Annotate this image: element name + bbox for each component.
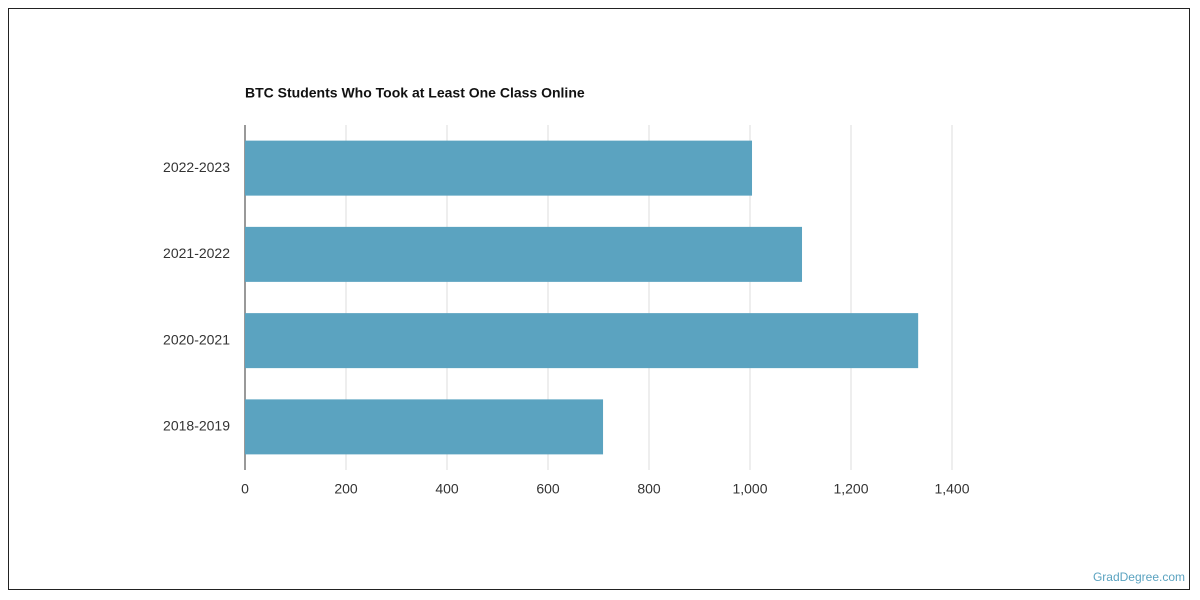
- frame: [8, 8, 1190, 590]
- x-tick-label: 200: [334, 481, 358, 497]
- source: GradDegree.com: [1093, 570, 1185, 584]
- bar: [245, 313, 919, 369]
- x-tick-label: 400: [435, 481, 459, 497]
- y-tick-label: 2018-2019: [163, 418, 230, 434]
- x-tick-label: 0: [241, 481, 249, 497]
- y-tick-label: 2021-2022: [163, 245, 230, 261]
- y-tick-label: 2020-2021: [163, 331, 230, 347]
- x-tick-label: 1,400: [934, 481, 969, 497]
- bar: [245, 140, 753, 196]
- bar: [245, 399, 604, 455]
- bar: [245, 226, 803, 282]
- chart-title: BTC Students Who Took at Least One Class…: [245, 85, 585, 101]
- x-tick-label: 1,000: [732, 481, 767, 497]
- x-tick-label: 1,200: [833, 481, 868, 497]
- y-tick-label: 2022-2023: [163, 159, 230, 175]
- x-tick-label: 800: [637, 481, 661, 497]
- x-tick-label: 600: [536, 481, 560, 497]
